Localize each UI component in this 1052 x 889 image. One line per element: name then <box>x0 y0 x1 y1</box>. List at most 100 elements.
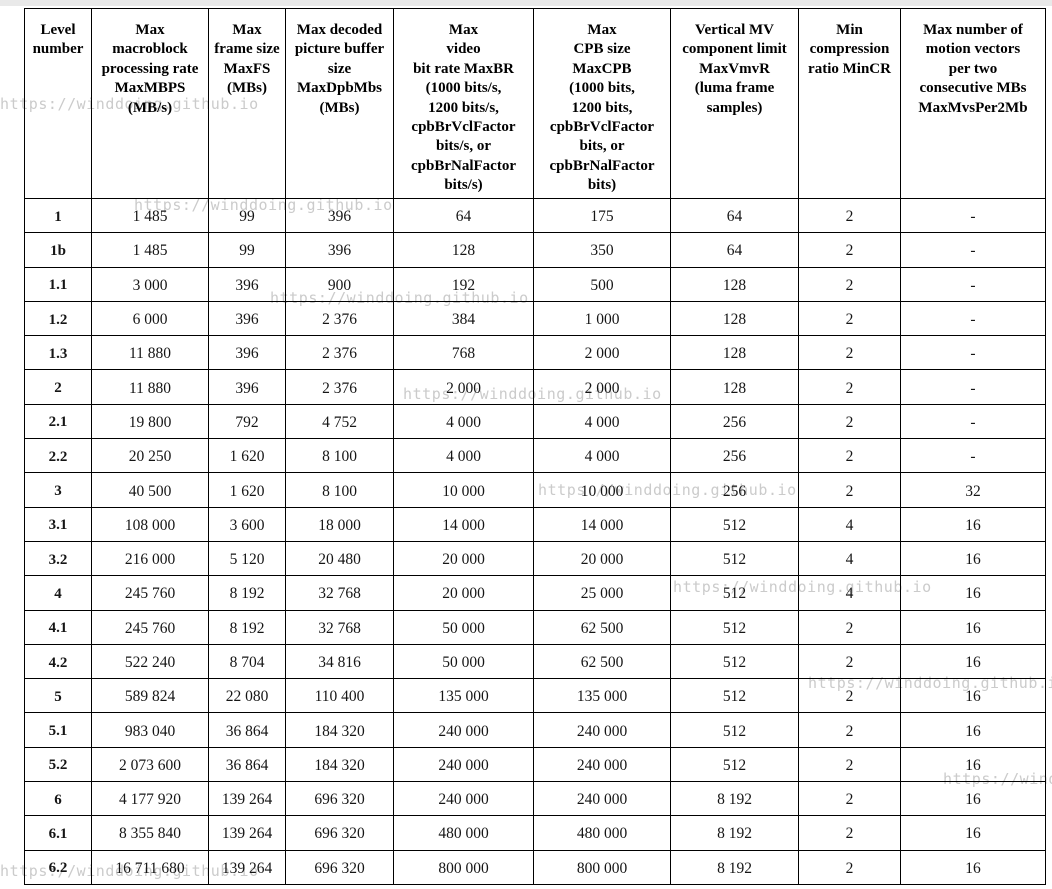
value-cell: 512 <box>670 678 799 714</box>
value-cell: 8 192 <box>208 575 286 611</box>
value-cell: 512 <box>670 643 799 680</box>
table-row: 2.2 20 250 1 620 8 100 4 000 4 000 256 2- <box>24 438 1046 474</box>
value-cell: 192 <box>393 266 534 302</box>
value-cell: 512 <box>670 609 799 645</box>
value-cell: 175 <box>533 197 671 234</box>
value-cell: 4 000 <box>393 438 534 474</box>
top-strip <box>0 0 1052 6</box>
value-cell: 216 000 <box>91 540 209 577</box>
value-cell: 36 864 <box>208 712 286 748</box>
value-cell: 2 <box>798 266 901 302</box>
level-number-cell: 5 <box>24 678 92 714</box>
table-row: 5.1 983 040 36 864 184 320 240 000 240 000 512… <box>24 712 1046 748</box>
value-cell: 256 <box>670 472 799 508</box>
value-cell: 135 000 <box>533 678 671 714</box>
value-cell: 792 <box>208 403 286 440</box>
value-cell: 8 192 <box>670 815 799 851</box>
header-row: Level number Max macroblock processing ra… <box>24 8 1046 199</box>
value-cell: 3 000 <box>91 266 209 302</box>
level-number-cell: 1.1 <box>24 266 92 302</box>
value-cell: 589 824 <box>91 678 209 714</box>
value-cell: 384 <box>393 300 534 337</box>
value-cell: - <box>900 369 1046 405</box>
table-row: 3.2 216 000 5 120 20 480 20 000 20 000 512 4 16 <box>24 540 1046 577</box>
value-cell: 1 000 <box>533 300 671 337</box>
value-cell: 396 <box>285 232 394 268</box>
value-cell: 396 <box>208 335 286 371</box>
value-cell: 20 000 <box>393 540 534 577</box>
table-row: 2.1 19 800 792 4 752 4 000 4 000 256 2- <box>24 403 1046 440</box>
value-cell: 16 711 680 <box>91 849 209 885</box>
level-number-cell: 6.1 <box>24 815 92 851</box>
value-cell: 256 <box>670 403 799 440</box>
value-cell: 350 <box>533 232 671 268</box>
value-cell: 240 000 <box>533 712 671 748</box>
table-row: 1.1 3 000 396 900 192 500 128 2- <box>24 266 1046 302</box>
value-cell: 696 320 <box>285 849 394 885</box>
level-number-cell: 5.2 <box>24 746 92 783</box>
value-cell: - <box>900 232 1046 268</box>
value-cell: 22 080 <box>208 678 286 714</box>
value-cell: 139 264 <box>208 849 286 885</box>
value-cell: 11 880 <box>91 369 209 405</box>
value-cell: 396 <box>208 266 286 302</box>
value-cell: 4 <box>798 506 901 542</box>
value-cell: 64 <box>393 197 534 234</box>
value-cell: 2 <box>798 712 901 748</box>
value-cell: 11 880 <box>91 335 209 371</box>
value-cell: 512 <box>670 575 799 611</box>
table-row: 1b 1 485 99 396 128 350 64 2- <box>24 232 1046 268</box>
level-number-cell: 4.1 <box>24 609 92 645</box>
value-cell: 2 376 <box>285 335 394 371</box>
value-cell: 50 000 <box>393 609 534 645</box>
value-cell: 5 120 <box>208 540 286 577</box>
table-row: 1.3 11 880 396 2 376 768 2 000 128 2- <box>24 335 1046 371</box>
value-cell: 20 000 <box>393 575 534 611</box>
value-cell: 99 <box>208 197 286 234</box>
value-cell: 20 250 <box>91 438 209 474</box>
level-number-cell: 4 <box>24 575 92 611</box>
value-cell: 14 000 <box>533 506 671 542</box>
value-cell: 2 <box>798 678 901 714</box>
value-cell: 20 480 <box>285 540 394 577</box>
value-cell: 240 000 <box>393 781 534 817</box>
value-cell: 900 <box>285 266 394 302</box>
value-cell: 2 <box>798 197 901 234</box>
value-cell: - <box>900 438 1046 474</box>
table-row: 6.1 8 355 840 139 264 696 320 480 000 480 000… <box>24 815 1046 851</box>
value-cell: 240 000 <box>533 781 671 817</box>
value-cell: 256 <box>670 438 799 474</box>
value-cell: 245 760 <box>91 609 209 645</box>
value-cell: 25 000 <box>533 575 671 611</box>
value-cell: 2 <box>798 609 901 645</box>
column-header-0: Level number <box>24 8 92 199</box>
column-header-5: Max CPB size MaxCPB (1000 bits, 1200 bit… <box>533 8 671 199</box>
value-cell: 16 <box>900 746 1046 783</box>
value-cell: 139 264 <box>208 781 286 817</box>
value-cell: 8 192 <box>670 781 799 817</box>
value-cell: 512 <box>670 746 799 783</box>
value-cell: 8 100 <box>285 472 394 508</box>
value-cell: 512 <box>670 506 799 542</box>
value-cell: 512 <box>670 540 799 577</box>
value-cell: 396 <box>285 197 394 234</box>
value-cell: 2 <box>798 849 901 885</box>
column-header-2: Max frame size MaxFS (MBs) <box>208 8 286 199</box>
value-cell: 240 000 <box>533 746 671 783</box>
value-cell: 245 760 <box>91 575 209 611</box>
value-cell: 32 <box>900 472 1046 508</box>
table-row: 6.2 16 711 680 139 264 696 320 800 000 800 00… <box>24 849 1046 885</box>
value-cell: 128 <box>670 300 799 337</box>
table-row: 5 589 824 22 080 110 400 135 000 135 000 512 2 1… <box>24 678 1046 714</box>
column-header-1: Max macroblock processing rate MaxMBPS (… <box>91 8 209 199</box>
value-cell: 2 000 <box>393 369 534 405</box>
value-cell: 480 000 <box>393 815 534 851</box>
value-cell: 20 000 <box>533 540 671 577</box>
value-cell: 50 000 <box>393 643 534 680</box>
level-number-cell: 3.1 <box>24 506 92 542</box>
value-cell: 128 <box>670 369 799 405</box>
level-number-cell: 6 <box>24 781 92 817</box>
value-cell: 19 800 <box>91 403 209 440</box>
